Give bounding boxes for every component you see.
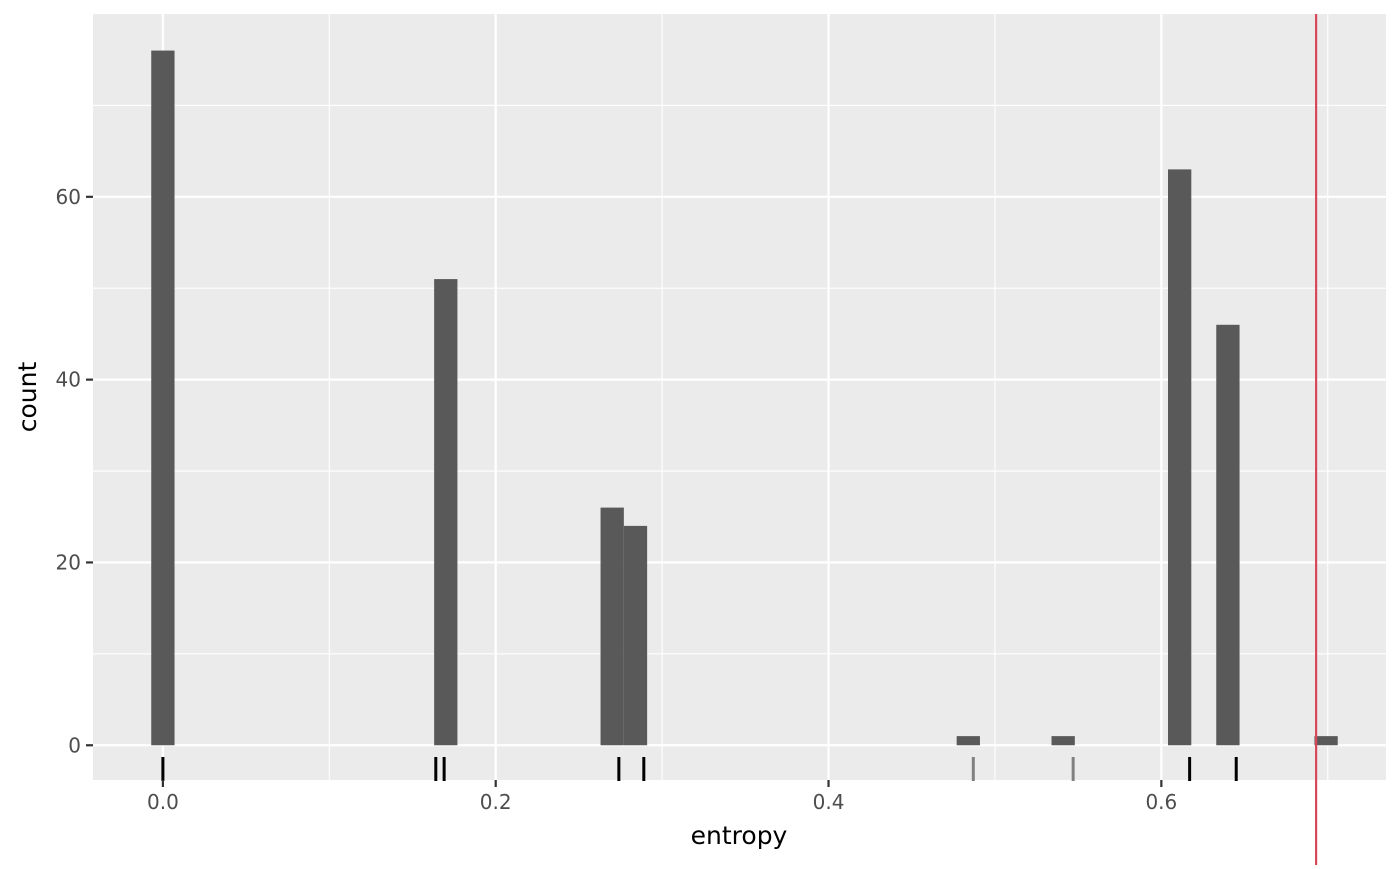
histogram-bar: [1314, 736, 1338, 746]
histogram-bar: [434, 279, 458, 746]
x-tick-label: 0.2: [480, 790, 512, 814]
histogram-bar: [956, 736, 980, 746]
histogram-bar: [1216, 324, 1240, 746]
x-tick-label: 0.6: [1145, 790, 1177, 814]
histogram-bar: [151, 50, 175, 746]
y-tick-label: 20: [56, 550, 81, 574]
y-tick-label: 40: [56, 368, 81, 392]
histogram-bar: [1051, 736, 1075, 746]
histogram-bar: [1168, 169, 1192, 746]
histogram-bar: [623, 525, 648, 746]
rug-marks: [161, 757, 1238, 781]
x-tick-label: 0.0: [147, 790, 179, 814]
histogram-bar: [600, 507, 624, 746]
histogram-bars: [151, 50, 1338, 746]
plot-panel: [93, 14, 1386, 780]
y-axis: 0 20 40 60: [56, 185, 93, 757]
x-axis-title: entropy: [691, 821, 788, 850]
y-axis-title: count: [13, 362, 42, 433]
x-axis: 0.0 0.2 0.4 0.6: [147, 780, 1177, 814]
minor-gridlines: [93, 14, 1386, 780]
x-tick-label: 0.4: [813, 790, 845, 814]
y-tick-label: 0: [68, 733, 81, 757]
y-tick-label: 60: [56, 185, 81, 209]
